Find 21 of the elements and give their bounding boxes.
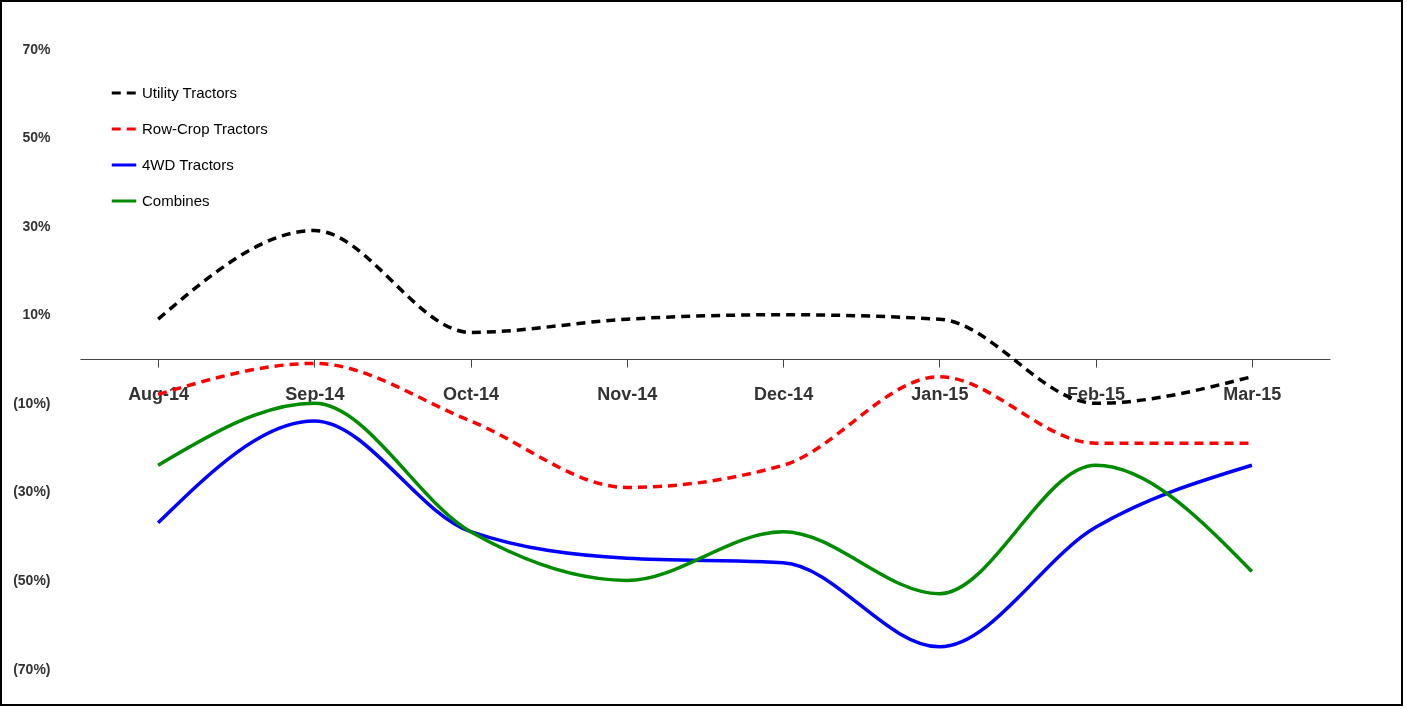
y-tick-label: (50%)	[13, 571, 51, 588]
legend-label: Utility Tractors	[142, 84, 238, 101]
x-tick-label: Feb-15	[1067, 383, 1126, 404]
x-tick-label: Nov-14	[597, 383, 658, 404]
line-series	[156, 419, 1254, 649]
y-tick-label: 30%	[22, 217, 52, 234]
legend-label: Row-Crop Tractors	[142, 120, 268, 137]
x-tick-label: Sep-14	[285, 383, 345, 404]
x-tick-label: Jan-15	[911, 383, 969, 404]
y-tick-label: 70%	[22, 40, 52, 57]
y-tick-label: (70%)	[13, 660, 51, 677]
y-tick-label: (10%)	[13, 394, 51, 411]
x-tick-label: Mar-15	[1223, 383, 1282, 404]
x-tick-label: Oct-14	[443, 383, 500, 404]
y-tick-label: 50%	[22, 129, 52, 146]
legend-label: 4WD Tractors	[142, 156, 234, 173]
x-tick-label: Dec-14	[754, 383, 814, 404]
y-tick-label: (30%)	[13, 483, 51, 500]
y-tick-label: 10%	[22, 306, 52, 323]
legend-label: Combines	[142, 192, 210, 209]
x-tick-label: Aug-14	[128, 383, 190, 404]
